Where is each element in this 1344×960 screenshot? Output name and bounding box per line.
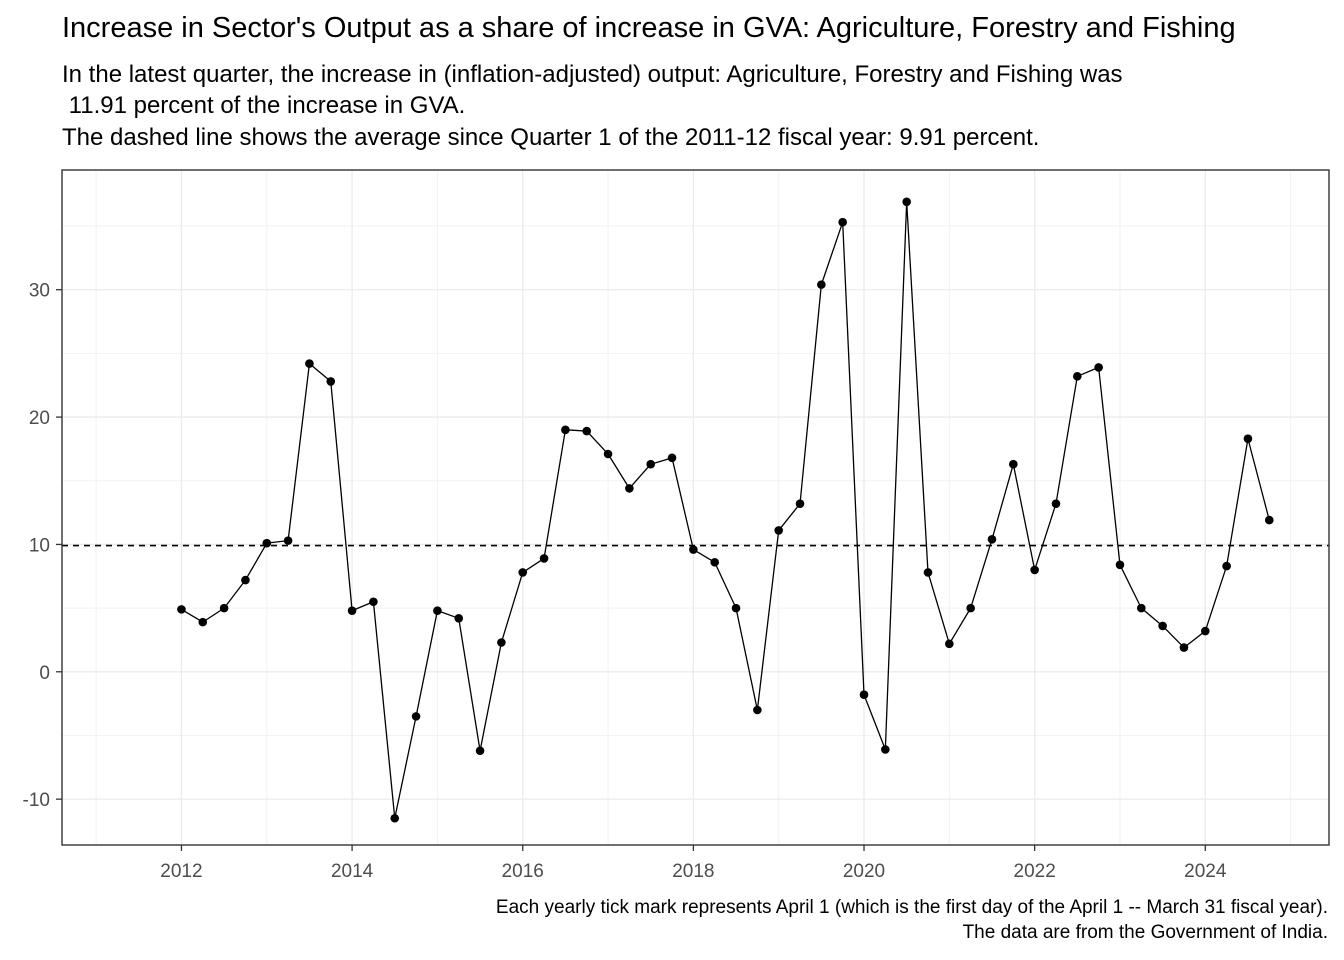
data-point (433, 606, 442, 615)
data-point (795, 499, 805, 508)
subtitle-line-2: 11.91 percent of the increase in GVA. (62, 92, 466, 119)
y-tick-label: 10 (29, 535, 50, 556)
data-point (454, 614, 464, 623)
data-point (1158, 621, 1167, 631)
y-tick-label: 20 (29, 408, 50, 429)
data-point (731, 603, 741, 613)
data-point (219, 603, 229, 613)
data-point (945, 639, 954, 649)
series-line (181, 201, 1270, 819)
data-point (411, 712, 421, 721)
data-point (241, 575, 250, 585)
data-point (774, 526, 783, 535)
subtitle-line-3: The dashed line shows the average since … (62, 124, 1040, 151)
data-point (1009, 459, 1018, 469)
y-tick-label: -10 (23, 790, 50, 811)
data-point (1200, 626, 1210, 636)
plot-panel-border (61, 169, 1330, 846)
data-point (710, 557, 719, 567)
series-layer (177, 197, 1274, 823)
major-gridlines (62, 170, 1329, 845)
axes-layer: 2012 2014 2016 2018 2020 2022 2024 -10 0 10 20 30 (23, 281, 1227, 882)
data-point (1030, 565, 1039, 575)
data-point (177, 605, 186, 614)
data-point (1222, 561, 1231, 571)
data-point (603, 449, 613, 459)
caption-line-2: The data are from the Government of Indi… (962, 922, 1328, 943)
data-point (518, 568, 528, 577)
data-point (262, 538, 272, 548)
data-point (966, 603, 975, 613)
x-tick-label: 2016 (502, 861, 544, 882)
data-point (1094, 363, 1103, 372)
data-point (1115, 560, 1125, 570)
data-point (1073, 372, 1082, 381)
data-point (902, 197, 911, 207)
data-point (838, 217, 847, 227)
x-tick-label: 2014 (331, 861, 374, 882)
chart-title: Increase in Sector's Output as a share o… (62, 12, 1236, 44)
data-point (817, 280, 826, 289)
data-point (1179, 643, 1189, 652)
data-point (1243, 434, 1253, 444)
data-point (667, 453, 677, 463)
data-point (561, 425, 570, 435)
data-point (1051, 499, 1061, 508)
subtitle-line-1: In the latest quarter, the increase in (… (62, 61, 1123, 88)
data-point (923, 568, 933, 577)
y-tick-label: 30 (29, 281, 50, 302)
data-point (305, 359, 314, 368)
y-tick-label: 0 (39, 663, 50, 684)
x-tick-label: 2018 (672, 861, 714, 882)
data-point (881, 745, 890, 754)
data-point (625, 484, 634, 493)
data-point (753, 705, 762, 715)
data-point (283, 536, 293, 545)
data-point (646, 459, 656, 469)
data-point (347, 606, 357, 615)
x-tick-label: 2024 (1184, 861, 1227, 882)
data-point (1264, 515, 1274, 525)
x-tick-label: 2012 (160, 861, 202, 882)
data-point (689, 545, 698, 554)
data-point (497, 638, 506, 647)
data-point (987, 535, 997, 544)
data-point (539, 554, 549, 563)
x-tick-label: 2022 (1014, 861, 1056, 882)
data-point (198, 617, 208, 627)
data-point (369, 597, 378, 607)
data-point (326, 377, 336, 386)
data-point (1136, 603, 1146, 613)
x-tick-label: 2020 (843, 861, 885, 882)
data-point (582, 426, 592, 436)
caption-line-1: Each yearly tick mark represents April 1… (495, 897, 1328, 918)
data-point (475, 746, 485, 756)
minor-gridlines (62, 170, 1329, 845)
data-point (390, 813, 400, 823)
data-point (859, 690, 869, 700)
